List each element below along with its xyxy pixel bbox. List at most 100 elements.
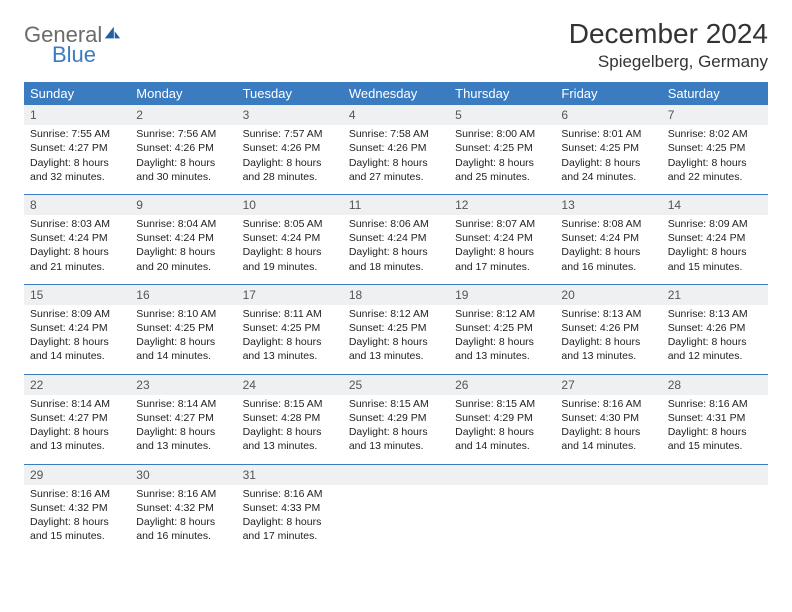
day-detail: Sunrise: 8:09 AMSunset: 4:24 PMDaylight:… <box>662 215 768 284</box>
day-detail: Sunrise: 8:11 AMSunset: 4:25 PMDaylight:… <box>237 305 343 374</box>
day-detail: Sunrise: 8:01 AMSunset: 4:25 PMDaylight:… <box>555 125 661 194</box>
weekday-header: Wednesday <box>343 82 449 105</box>
calendar-day-cell: 4Sunrise: 7:58 AMSunset: 4:26 PMDaylight… <box>343 105 449 194</box>
day-number: 31 <box>237 465 343 485</box>
calendar-body: 1Sunrise: 7:55 AMSunset: 4:27 PMDaylight… <box>24 105 768 553</box>
day-number: 9 <box>130 195 236 215</box>
calendar-day-cell: 17Sunrise: 8:11 AMSunset: 4:25 PMDayligh… <box>237 284 343 374</box>
day-detail: Sunrise: 7:55 AMSunset: 4:27 PMDaylight:… <box>24 125 130 194</box>
day-number: 7 <box>662 105 768 125</box>
day-number: 25 <box>343 375 449 395</box>
calendar-day-cell <box>555 464 661 553</box>
day-number: 5 <box>449 105 555 125</box>
calendar-day-cell: 2Sunrise: 7:56 AMSunset: 4:26 PMDaylight… <box>130 105 236 194</box>
day-detail: Sunrise: 8:13 AMSunset: 4:26 PMDaylight:… <box>662 305 768 374</box>
calendar-day-cell: 20Sunrise: 8:13 AMSunset: 4:26 PMDayligh… <box>555 284 661 374</box>
calendar-day-cell: 22Sunrise: 8:14 AMSunset: 4:27 PMDayligh… <box>24 374 130 464</box>
day-detail: Sunrise: 8:14 AMSunset: 4:27 PMDaylight:… <box>24 395 130 464</box>
calendar-day-cell: 26Sunrise: 8:15 AMSunset: 4:29 PMDayligh… <box>449 374 555 464</box>
title-block: December 2024 Spiegelberg, Germany <box>569 18 768 72</box>
day-number: 1 <box>24 105 130 125</box>
day-detail: Sunrise: 8:07 AMSunset: 4:24 PMDaylight:… <box>449 215 555 284</box>
day-detail: Sunrise: 8:16 AMSunset: 4:32 PMDaylight:… <box>24 485 130 554</box>
calendar-day-cell: 28Sunrise: 8:16 AMSunset: 4:31 PMDayligh… <box>662 374 768 464</box>
calendar-day-cell: 11Sunrise: 8:06 AMSunset: 4:24 PMDayligh… <box>343 194 449 284</box>
day-detail: Sunrise: 8:16 AMSunset: 4:30 PMDaylight:… <box>555 395 661 464</box>
calendar-day-cell: 10Sunrise: 8:05 AMSunset: 4:24 PMDayligh… <box>237 194 343 284</box>
day-detail: Sunrise: 8:16 AMSunset: 4:31 PMDaylight:… <box>662 395 768 464</box>
day-number: 11 <box>343 195 449 215</box>
calendar-day-cell: 6Sunrise: 8:01 AMSunset: 4:25 PMDaylight… <box>555 105 661 194</box>
day-number: 20 <box>555 285 661 305</box>
calendar-day-cell: 25Sunrise: 8:15 AMSunset: 4:29 PMDayligh… <box>343 374 449 464</box>
logo-word-2: Blue <box>24 44 121 66</box>
calendar-day-cell: 1Sunrise: 7:55 AMSunset: 4:27 PMDaylight… <box>24 105 130 194</box>
weekday-header: Thursday <box>449 82 555 105</box>
calendar-day-cell: 18Sunrise: 8:12 AMSunset: 4:25 PMDayligh… <box>343 284 449 374</box>
day-number: 29 <box>24 465 130 485</box>
day-detail: Sunrise: 8:14 AMSunset: 4:27 PMDaylight:… <box>130 395 236 464</box>
calendar-day-cell: 7Sunrise: 8:02 AMSunset: 4:25 PMDaylight… <box>662 105 768 194</box>
day-detail: Sunrise: 8:16 AMSunset: 4:33 PMDaylight:… <box>237 485 343 554</box>
calendar-day-cell: 14Sunrise: 8:09 AMSunset: 4:24 PMDayligh… <box>662 194 768 284</box>
day-number: 18 <box>343 285 449 305</box>
day-number: 4 <box>343 105 449 125</box>
day-detail: Sunrise: 7:58 AMSunset: 4:26 PMDaylight:… <box>343 125 449 194</box>
calendar-day-cell: 31Sunrise: 8:16 AMSunset: 4:33 PMDayligh… <box>237 464 343 553</box>
day-detail: Sunrise: 8:00 AMSunset: 4:25 PMDaylight:… <box>449 125 555 194</box>
day-detail: Sunrise: 8:09 AMSunset: 4:24 PMDaylight:… <box>24 305 130 374</box>
day-number: 24 <box>237 375 343 395</box>
logo: GeneralBlue <box>24 18 121 66</box>
calendar-day-cell <box>449 464 555 553</box>
day-number: 15 <box>24 285 130 305</box>
header: GeneralBlue December 2024 Spiegelberg, G… <box>24 18 768 72</box>
calendar-day-cell: 29Sunrise: 8:16 AMSunset: 4:32 PMDayligh… <box>24 464 130 553</box>
day-number: 14 <box>662 195 768 215</box>
calendar-day-cell: 5Sunrise: 8:00 AMSunset: 4:25 PMDaylight… <box>449 105 555 194</box>
day-number-empty <box>662 465 768 485</box>
day-number-empty <box>555 465 661 485</box>
calendar-day-cell: 13Sunrise: 8:08 AMSunset: 4:24 PMDayligh… <box>555 194 661 284</box>
day-number: 13 <box>555 195 661 215</box>
day-number: 6 <box>555 105 661 125</box>
calendar-day-cell: 9Sunrise: 8:04 AMSunset: 4:24 PMDaylight… <box>130 194 236 284</box>
calendar-week-row: 15Sunrise: 8:09 AMSunset: 4:24 PMDayligh… <box>24 284 768 374</box>
day-number: 19 <box>449 285 555 305</box>
day-number: 8 <box>24 195 130 215</box>
day-number: 26 <box>449 375 555 395</box>
day-detail: Sunrise: 8:04 AMSunset: 4:24 PMDaylight:… <box>130 215 236 284</box>
weekday-header: Sunday <box>24 82 130 105</box>
day-number: 12 <box>449 195 555 215</box>
day-detail: Sunrise: 8:13 AMSunset: 4:26 PMDaylight:… <box>555 305 661 374</box>
calendar-day-cell: 3Sunrise: 7:57 AMSunset: 4:26 PMDaylight… <box>237 105 343 194</box>
day-number: 17 <box>237 285 343 305</box>
calendar-day-cell: 27Sunrise: 8:16 AMSunset: 4:30 PMDayligh… <box>555 374 661 464</box>
day-detail: Sunrise: 8:15 AMSunset: 4:29 PMDaylight:… <box>343 395 449 464</box>
weekday-header: Friday <box>555 82 661 105</box>
day-detail: Sunrise: 8:12 AMSunset: 4:25 PMDaylight:… <box>449 305 555 374</box>
calendar-day-cell: 8Sunrise: 8:03 AMSunset: 4:24 PMDaylight… <box>24 194 130 284</box>
day-number: 3 <box>237 105 343 125</box>
calendar-day-cell: 19Sunrise: 8:12 AMSunset: 4:25 PMDayligh… <box>449 284 555 374</box>
weekday-header: Tuesday <box>237 82 343 105</box>
calendar-day-cell: 30Sunrise: 8:16 AMSunset: 4:32 PMDayligh… <box>130 464 236 553</box>
weekday-header: Monday <box>130 82 236 105</box>
day-detail: Sunrise: 8:03 AMSunset: 4:24 PMDaylight:… <box>24 215 130 284</box>
calendar-day-cell: 15Sunrise: 8:09 AMSunset: 4:24 PMDayligh… <box>24 284 130 374</box>
calendar-week-row: 8Sunrise: 8:03 AMSunset: 4:24 PMDaylight… <box>24 194 768 284</box>
logo-sail-icon <box>103 24 121 46</box>
calendar-day-cell: 24Sunrise: 8:15 AMSunset: 4:28 PMDayligh… <box>237 374 343 464</box>
day-detail: Sunrise: 8:16 AMSunset: 4:32 PMDaylight:… <box>130 485 236 554</box>
calendar-table: SundayMondayTuesdayWednesdayThursdayFrid… <box>24 82 768 553</box>
weekday-header: Saturday <box>662 82 768 105</box>
day-number: 22 <box>24 375 130 395</box>
day-number: 2 <box>130 105 236 125</box>
calendar-week-row: 22Sunrise: 8:14 AMSunset: 4:27 PMDayligh… <box>24 374 768 464</box>
location: Spiegelberg, Germany <box>569 52 768 72</box>
day-detail: Sunrise: 7:57 AMSunset: 4:26 PMDaylight:… <box>237 125 343 194</box>
day-detail: Sunrise: 8:10 AMSunset: 4:25 PMDaylight:… <box>130 305 236 374</box>
calendar-week-row: 1Sunrise: 7:55 AMSunset: 4:27 PMDaylight… <box>24 105 768 194</box>
calendar-day-cell: 21Sunrise: 8:13 AMSunset: 4:26 PMDayligh… <box>662 284 768 374</box>
day-number: 30 <box>130 465 236 485</box>
calendar-head: SundayMondayTuesdayWednesdayThursdayFrid… <box>24 82 768 105</box>
